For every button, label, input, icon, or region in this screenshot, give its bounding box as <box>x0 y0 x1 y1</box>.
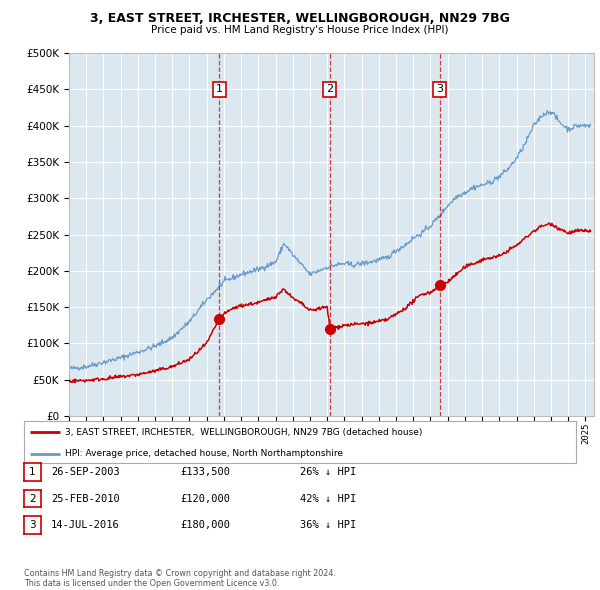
Text: 2: 2 <box>29 494 36 503</box>
Text: £133,500: £133,500 <box>180 467 230 477</box>
Text: £180,000: £180,000 <box>180 520 230 530</box>
Text: 1: 1 <box>29 467 36 477</box>
Text: 14-JUL-2016: 14-JUL-2016 <box>51 520 120 530</box>
Text: 42% ↓ HPI: 42% ↓ HPI <box>300 494 356 503</box>
Text: 2: 2 <box>326 84 334 94</box>
Text: 25-FEB-2010: 25-FEB-2010 <box>51 494 120 503</box>
Text: 26% ↓ HPI: 26% ↓ HPI <box>300 467 356 477</box>
Text: £120,000: £120,000 <box>180 494 230 503</box>
Text: 26-SEP-2003: 26-SEP-2003 <box>51 467 120 477</box>
Text: HPI: Average price, detached house, North Northamptonshire: HPI: Average price, detached house, Nort… <box>65 450 343 458</box>
Text: 3: 3 <box>436 84 443 94</box>
Text: 3, EAST STREET, IRCHESTER,  WELLINGBOROUGH, NN29 7BG (detached house): 3, EAST STREET, IRCHESTER, WELLINGBOROUG… <box>65 428 423 437</box>
Text: 1: 1 <box>216 84 223 94</box>
Text: 3, EAST STREET, IRCHESTER, WELLINGBOROUGH, NN29 7BG: 3, EAST STREET, IRCHESTER, WELLINGBOROUG… <box>90 12 510 25</box>
Text: Contains HM Land Registry data © Crown copyright and database right 2024.
This d: Contains HM Land Registry data © Crown c… <box>24 569 336 588</box>
Text: Price paid vs. HM Land Registry's House Price Index (HPI): Price paid vs. HM Land Registry's House … <box>151 25 449 35</box>
Text: 3: 3 <box>29 520 36 530</box>
Text: 36% ↓ HPI: 36% ↓ HPI <box>300 520 356 530</box>
